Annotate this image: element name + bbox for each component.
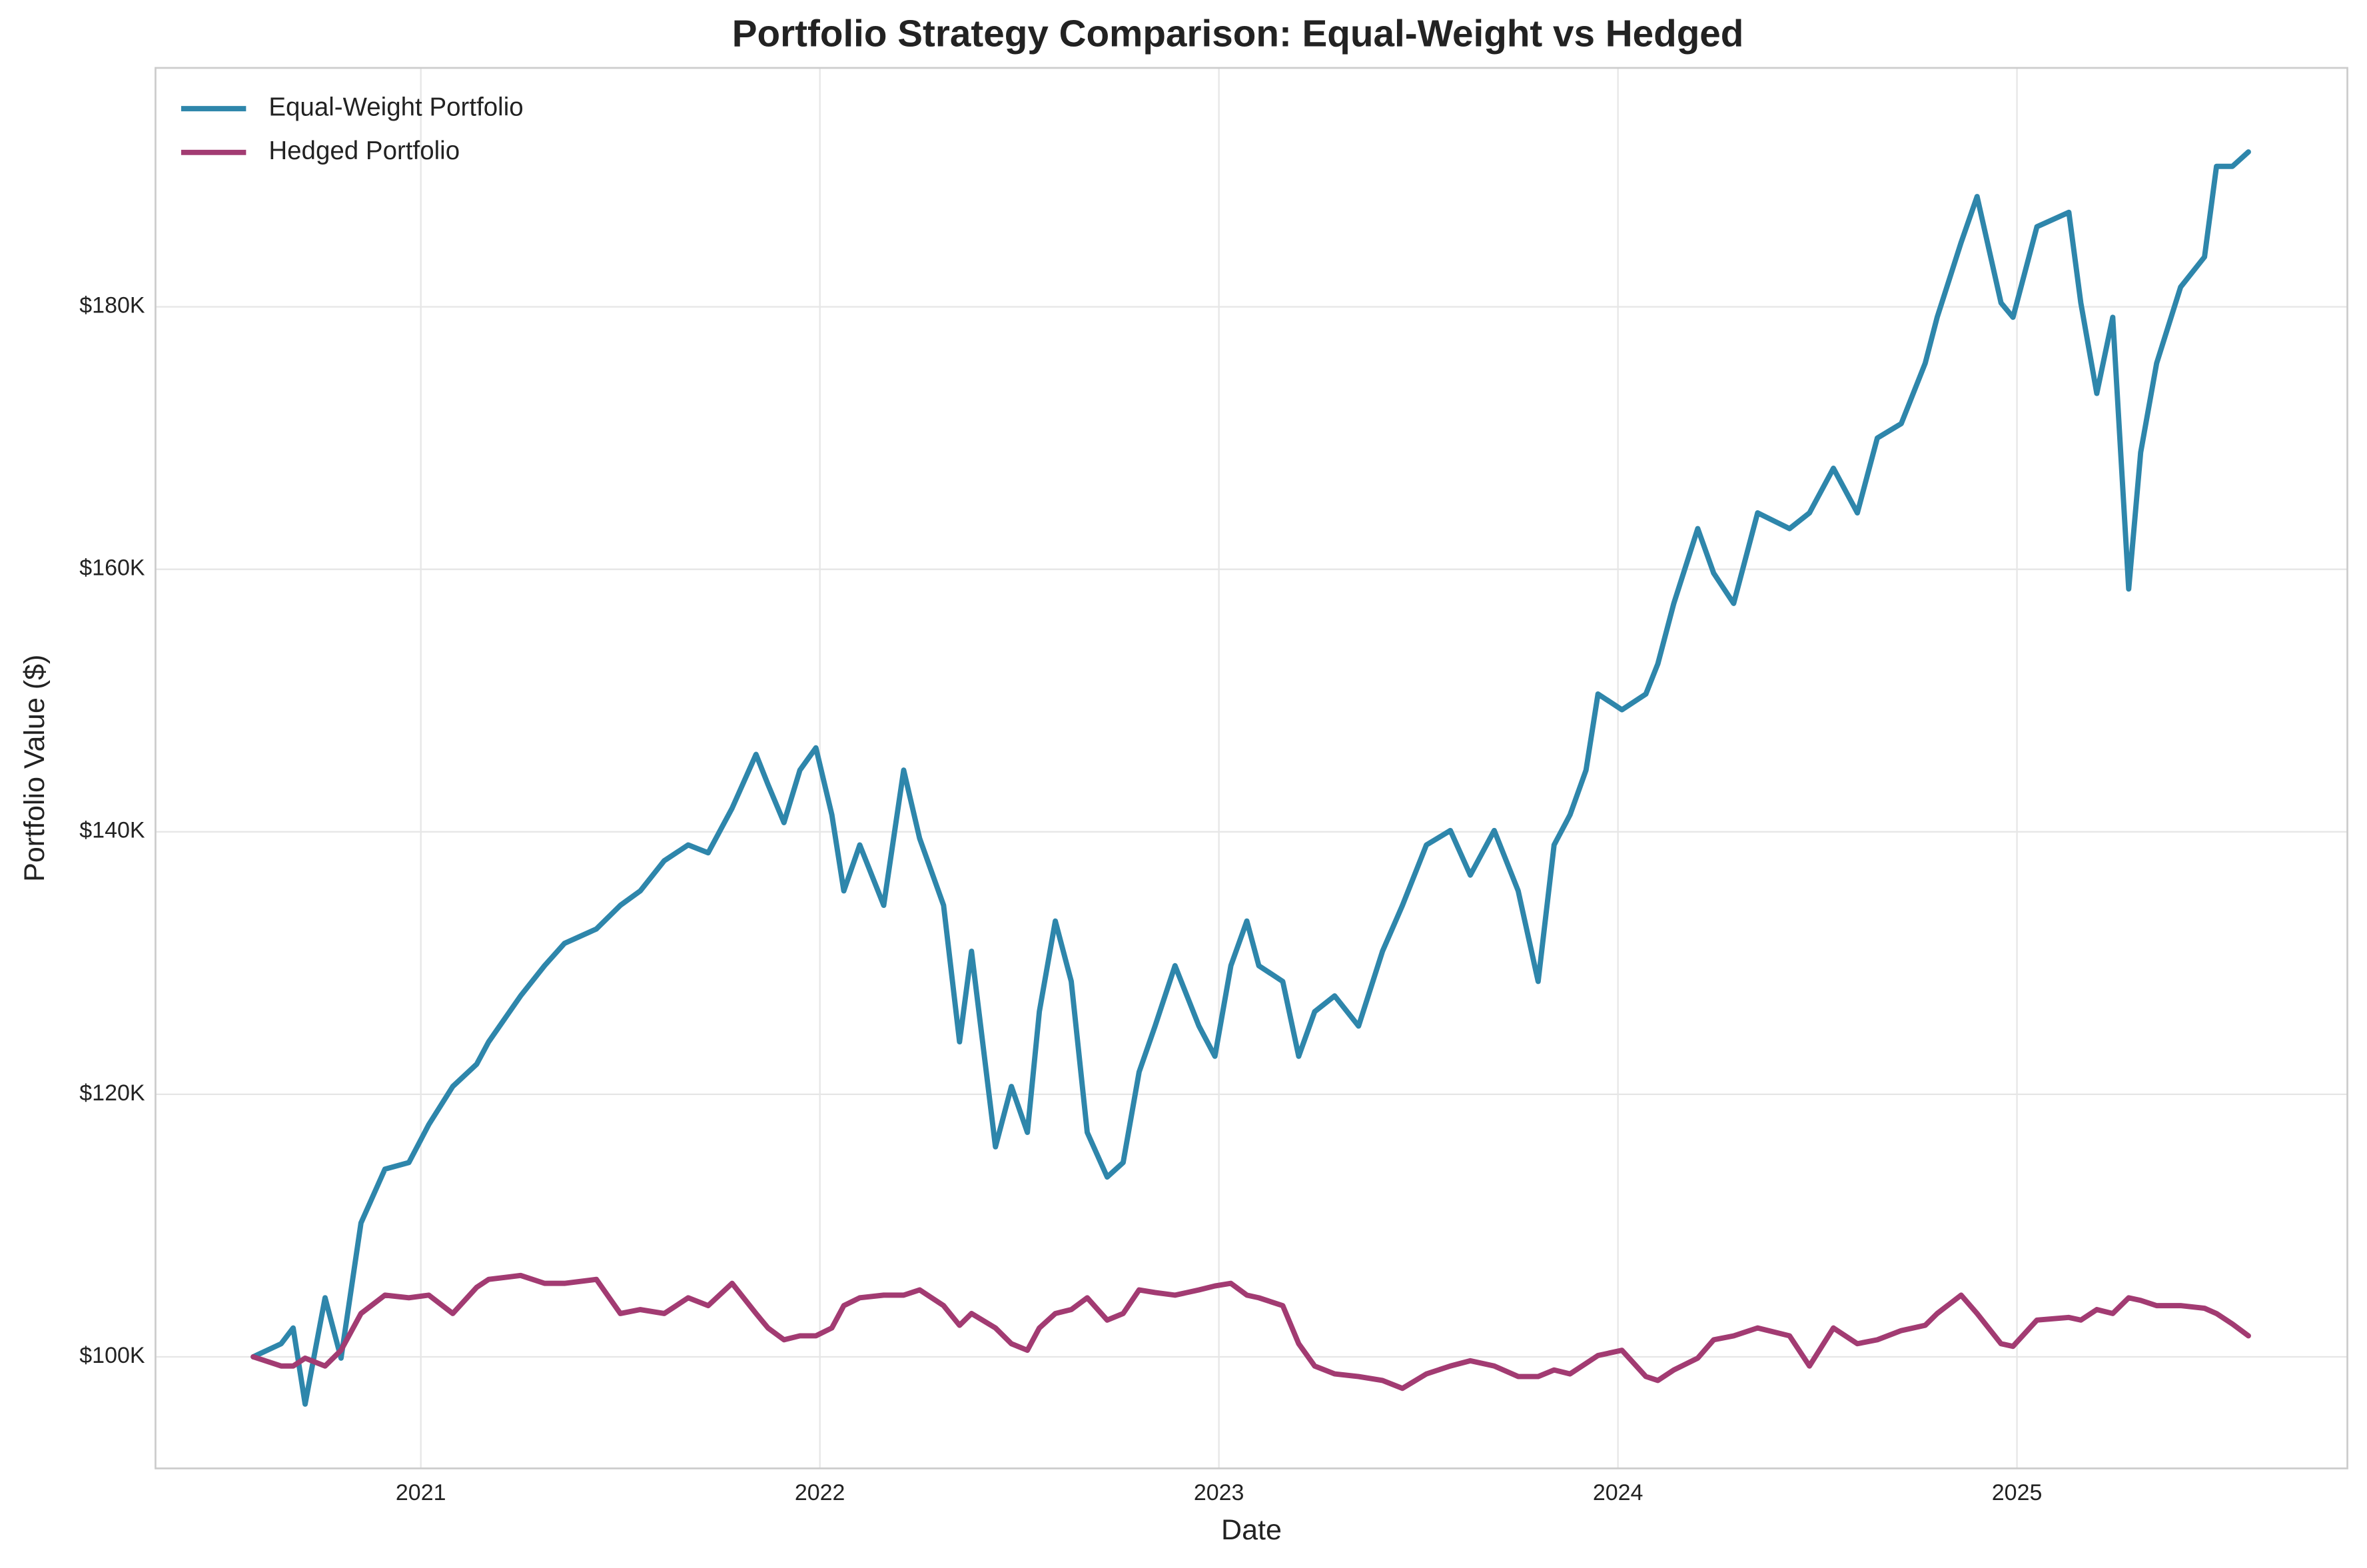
legend-label: Hedged Portfolio — [268, 137, 460, 165]
plot-frame — [155, 67, 2348, 1469]
grid — [155, 67, 2348, 1469]
x-tick-label: 2022 — [795, 1480, 845, 1505]
chart-title: Portfolio Strategy Comparison: Equal-Wei… — [732, 13, 1744, 55]
y-tick-label: $140K — [79, 818, 145, 843]
legend-label: Equal-Weight Portfolio — [268, 93, 523, 121]
y-tick-label: $180K — [79, 293, 145, 318]
x-tick-label: 2024 — [1593, 1480, 1644, 1505]
series-line — [250, 1272, 2251, 1391]
y-axis-label: Portfolio Value ($) — [19, 655, 51, 882]
x-tick-label: 2021 — [396, 1480, 446, 1505]
x-tick-label: 2025 — [1992, 1480, 2043, 1505]
y-tick-label: $100K — [79, 1343, 145, 1368]
y-tick-label: $120K — [79, 1080, 145, 1106]
legend: Equal-Weight Portfolio Hedged Portfolio — [181, 93, 524, 165]
series-line — [250, 149, 2251, 1407]
y-tick-label: $160K — [79, 556, 145, 581]
plot-lines — [250, 149, 2251, 1407]
x-axis-label: Date — [1221, 1514, 1282, 1546]
x-tick-label: 2023 — [1194, 1480, 1244, 1505]
